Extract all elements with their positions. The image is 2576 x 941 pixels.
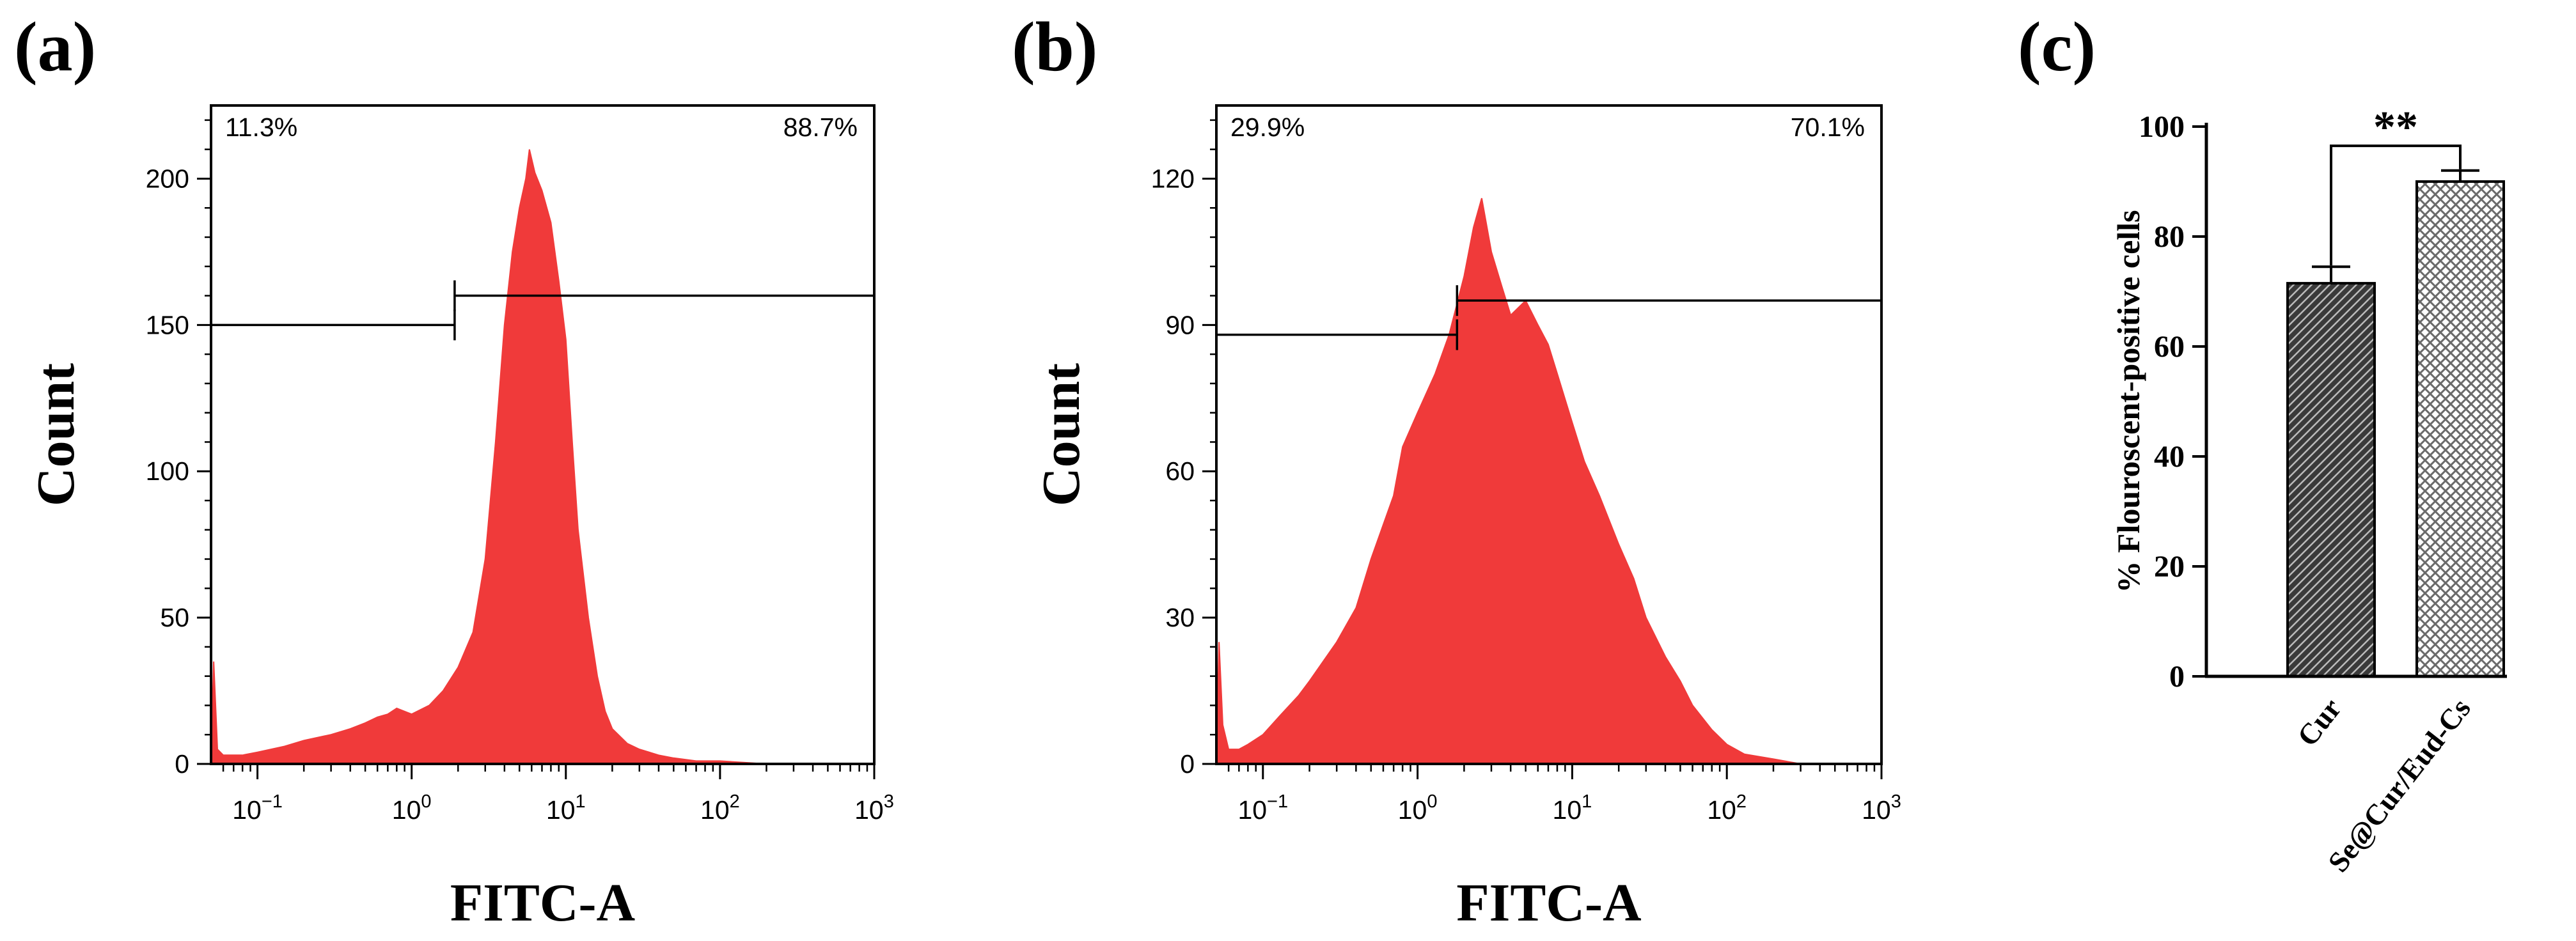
significance-bracket	[2330, 144, 2462, 266]
category-label: Se@Cur/Eud-Cs	[2321, 692, 2477, 878]
y-axis-label: Count	[1032, 363, 1091, 506]
y-tick-label: 0	[2169, 660, 2185, 694]
y-tick-label: 50	[160, 603, 189, 632]
gate-left-percent: 29.9%	[1230, 113, 1305, 142]
y-tick-label: 20	[2154, 550, 2185, 584]
gate-left-percent: 11.3%	[225, 113, 297, 142]
y-tick-label: 120	[1151, 164, 1195, 193]
y-tick-label: 0	[1180, 749, 1195, 779]
y-axis-label: Count	[26, 363, 86, 506]
y-tick-label: 80	[2154, 220, 2185, 254]
x-tick-label: 100	[392, 791, 432, 825]
histogram-panel-a: 0 50 100 150 200 10−1 100 101 102 103 11.3% 88.7…	[26, 104, 894, 933]
gate-markers	[211, 280, 874, 341]
y-tick-label: 150	[146, 310, 189, 339]
x-tick-label: 10−1	[232, 791, 283, 825]
x-axis-ticks: 10−1 100 101 102 103	[222, 764, 894, 825]
x-tick-label: 101	[1553, 791, 1592, 825]
x-tick-label: 103	[1862, 791, 1901, 825]
bars	[2286, 169, 2505, 678]
x-tick-label: 101	[546, 791, 586, 825]
histogram-area	[210, 149, 874, 765]
panel-label-c: (c)	[2018, 8, 2096, 86]
y-tick-label: 100	[146, 456, 189, 486]
x-axis-ticks: 10−1 100 101 102 103	[1227, 764, 1901, 825]
x-axis-label: FITC-A	[1456, 873, 1642, 933]
y-tick-label: 0	[175, 749, 189, 779]
y-axis-ticks: 0 50 100 150 200	[146, 119, 211, 779]
bar	[2286, 282, 2376, 678]
y-tick-label: 40	[2154, 440, 2185, 474]
x-tick-label: 103	[854, 791, 894, 825]
x-tick-label: 100	[1398, 791, 1438, 825]
panel-label-a: (a)	[14, 8, 96, 86]
x-tick-label: 102	[700, 791, 740, 825]
gate-right-percent: 70.1%	[1791, 113, 1865, 142]
x-tick-label: 10−1	[1237, 791, 1288, 825]
y-tick-label: 60	[2154, 330, 2185, 364]
significance-stars: **	[2373, 103, 2418, 152]
y-tick-label: 100	[2139, 110, 2185, 144]
x-axis-label: FITC-A	[450, 873, 636, 933]
y-axis-label: % Flouroscent-positive cells	[2110, 210, 2146, 593]
histogram-area	[1215, 198, 1881, 765]
category-label: Cur	[2291, 692, 2348, 752]
y-tick-label: 200	[146, 164, 189, 193]
x-tick-label: 102	[1707, 791, 1747, 825]
y-axis-ticks: 0 20 40 60 80 100	[2139, 110, 2206, 694]
panel-label-b: (b)	[1012, 8, 1097, 86]
gate-right-percent: 88.7%	[783, 113, 858, 142]
y-axis-ticks: 0 30 60 90 120	[1151, 119, 1216, 779]
gate-markers	[1216, 285, 1881, 350]
y-tick-label: 90	[1165, 310, 1195, 339]
bar	[2415, 180, 2505, 678]
y-tick-label: 60	[1165, 456, 1195, 486]
y-tick-label: 30	[1165, 603, 1195, 632]
